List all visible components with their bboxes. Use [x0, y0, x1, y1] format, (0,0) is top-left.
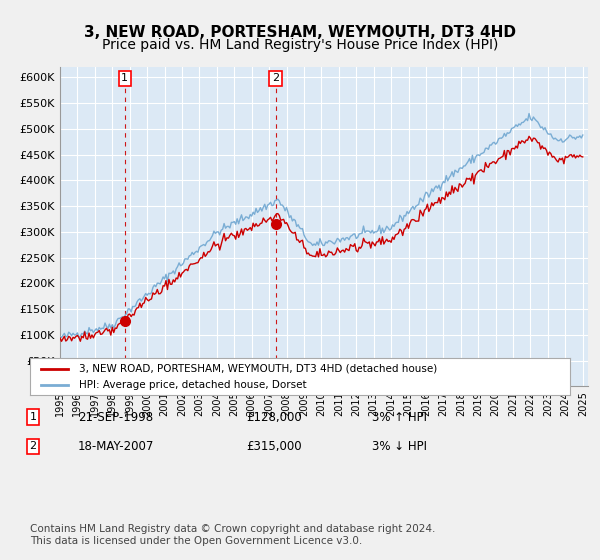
Text: £315,000: £315,000 [246, 440, 302, 453]
Text: 3% ↓ HPI: 3% ↓ HPI [372, 440, 427, 453]
Text: 18-MAY-2007: 18-MAY-2007 [78, 440, 154, 453]
Text: £128,000: £128,000 [246, 410, 302, 424]
Text: 21-SEP-1998: 21-SEP-1998 [78, 410, 153, 424]
Text: 3, NEW ROAD, PORTESHAM, WEYMOUTH, DT3 4HD (detached house): 3, NEW ROAD, PORTESHAM, WEYMOUTH, DT3 4H… [79, 363, 437, 374]
Text: 2: 2 [272, 73, 279, 83]
Text: HPI: Average price, detached house, Dorset: HPI: Average price, detached house, Dors… [79, 380, 306, 390]
Text: 1: 1 [121, 73, 128, 83]
Text: Contains HM Land Registry data © Crown copyright and database right 2024.
This d: Contains HM Land Registry data © Crown c… [30, 524, 436, 546]
Text: Price paid vs. HM Land Registry's House Price Index (HPI): Price paid vs. HM Land Registry's House … [102, 38, 498, 52]
Text: 3% ↑ HPI: 3% ↑ HPI [372, 410, 427, 424]
Text: 3, NEW ROAD, PORTESHAM, WEYMOUTH, DT3 4HD: 3, NEW ROAD, PORTESHAM, WEYMOUTH, DT3 4H… [84, 25, 516, 40]
Text: 2: 2 [29, 441, 37, 451]
Text: 1: 1 [29, 412, 37, 422]
